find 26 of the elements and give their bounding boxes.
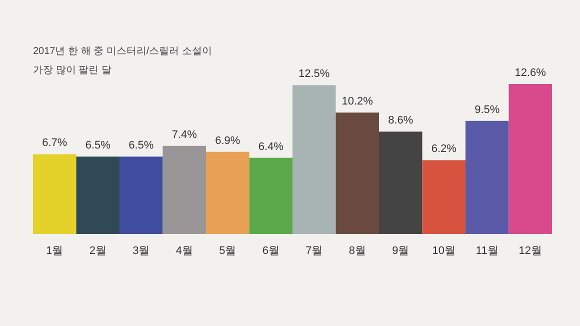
x-tick-label: 4월 — [176, 245, 193, 257]
data-label: 12.6% — [514, 67, 546, 79]
data-label: 6.2% — [431, 143, 457, 156]
data-label: 6.5% — [128, 140, 154, 152]
x-tick-label: 1월 — [46, 245, 64, 257]
chart-title: 2017년 한 해 중 미스터리/스릴러 소설이 — [33, 46, 212, 57]
data-label: 6.4% — [258, 140, 284, 153]
x-tick-label: 3월 — [132, 245, 150, 257]
data-label: 6.5% — [85, 140, 111, 152]
data-label: 8.6% — [388, 114, 414, 127]
data-label: 7.4% — [172, 128, 198, 141]
data-label: 6.9% — [215, 134, 240, 147]
x-tick-label: 10월 — [432, 245, 456, 257]
x-tick-label: 2월 — [89, 245, 106, 257]
x-tick-label: 12월 — [518, 245, 542, 257]
data-label: 6.7% — [42, 137, 68, 150]
chart-subtitle: 가장 많이 팔린 달 — [33, 65, 112, 76]
x-tick-label: 8월 — [348, 245, 366, 257]
data-label: 12.5% — [298, 68, 330, 80]
x-tick-label: 7월 — [306, 245, 323, 257]
x-tick-label: 11월 — [476, 245, 498, 257]
x-tick-label: 6월 — [262, 245, 280, 257]
data-label: 9.5% — [474, 104, 500, 116]
data-label: 10.2% — [342, 96, 374, 108]
x-tick-label: 9월 — [392, 245, 410, 257]
x-tick-label: 5월 — [219, 245, 236, 257]
